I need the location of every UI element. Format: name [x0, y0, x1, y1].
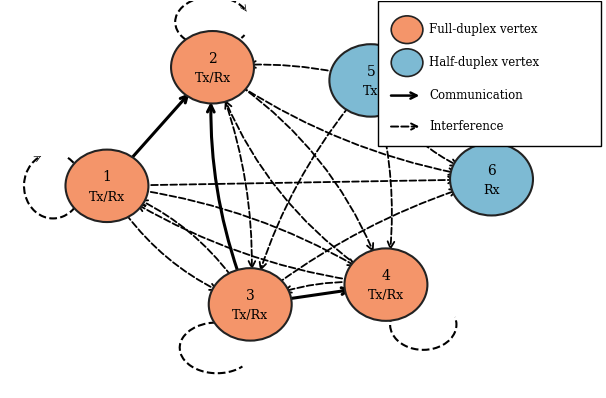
- Text: Tx/Rx: Tx/Rx: [195, 72, 230, 85]
- Ellipse shape: [391, 49, 423, 76]
- Text: 5: 5: [367, 65, 375, 79]
- Text: Full-duplex vertex: Full-duplex vertex: [429, 23, 538, 36]
- Text: Tx/Rx: Tx/Rx: [368, 289, 404, 302]
- Text: 2: 2: [208, 52, 217, 66]
- Text: Half-duplex vertex: Half-duplex vertex: [429, 56, 539, 69]
- Text: 1: 1: [102, 170, 112, 184]
- Text: Tx/Rx: Tx/Rx: [232, 309, 268, 322]
- Ellipse shape: [344, 248, 427, 321]
- Text: Tx: Tx: [363, 85, 379, 98]
- Ellipse shape: [65, 150, 148, 222]
- Text: Communication: Communication: [429, 89, 522, 102]
- Ellipse shape: [171, 31, 254, 103]
- Ellipse shape: [391, 16, 423, 43]
- Text: 6: 6: [487, 164, 496, 178]
- Text: 3: 3: [246, 289, 255, 303]
- Text: Tx/Rx: Tx/Rx: [89, 191, 125, 203]
- Text: Rx: Rx: [483, 184, 500, 197]
- Ellipse shape: [208, 268, 291, 341]
- Text: Interference: Interference: [429, 120, 504, 133]
- FancyBboxPatch shape: [378, 1, 601, 146]
- Ellipse shape: [330, 44, 412, 117]
- Ellipse shape: [450, 143, 533, 215]
- Text: 4: 4: [382, 269, 390, 283]
